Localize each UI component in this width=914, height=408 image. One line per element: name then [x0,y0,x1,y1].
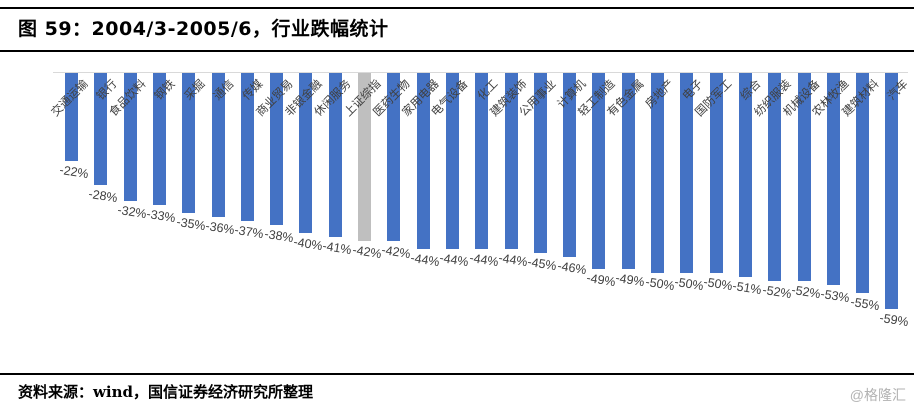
source-note: 资料来源：wind，国信证券经济研究所整理 [18,383,314,401]
bar [65,73,78,161]
bar [299,73,313,233]
bar [387,73,401,241]
bar [592,73,606,269]
bar [885,73,899,309]
value-label: -59% [878,310,910,330]
x-axis-line [53,72,908,73]
bar [533,73,547,253]
bar [445,73,459,249]
bar-chart: 交通运输 -22% 银行 -28% 食品饮料 -32% 钢铁 -33% 采掘 -35% 通信 -36%… [49,72,910,352]
bar [504,73,518,249]
bar [563,73,577,257]
bar [651,73,664,273]
bar [211,73,225,217]
bar [328,73,342,237]
bar [123,73,137,201]
bar [826,73,840,285]
top-divider [0,7,914,9]
bar [738,73,752,277]
bar [856,73,870,293]
figure-title: 图 59：2004/3-2005/6，行业跌幅统计 [18,18,389,40]
bar [709,73,723,273]
bar [416,73,430,249]
bar [680,73,694,273]
title-divider [0,50,914,52]
bar [94,73,108,185]
bar [182,73,196,213]
footer-divider [0,373,914,375]
bar [768,73,782,281]
bar [270,73,284,225]
bar-benchmark-index [358,73,371,241]
value-label: -22% [57,162,90,182]
watermark: @格隆汇 [849,387,906,403]
bar [475,73,489,249]
bar [621,73,635,269]
bar [152,73,166,205]
bar [797,73,811,281]
bar [240,73,254,221]
